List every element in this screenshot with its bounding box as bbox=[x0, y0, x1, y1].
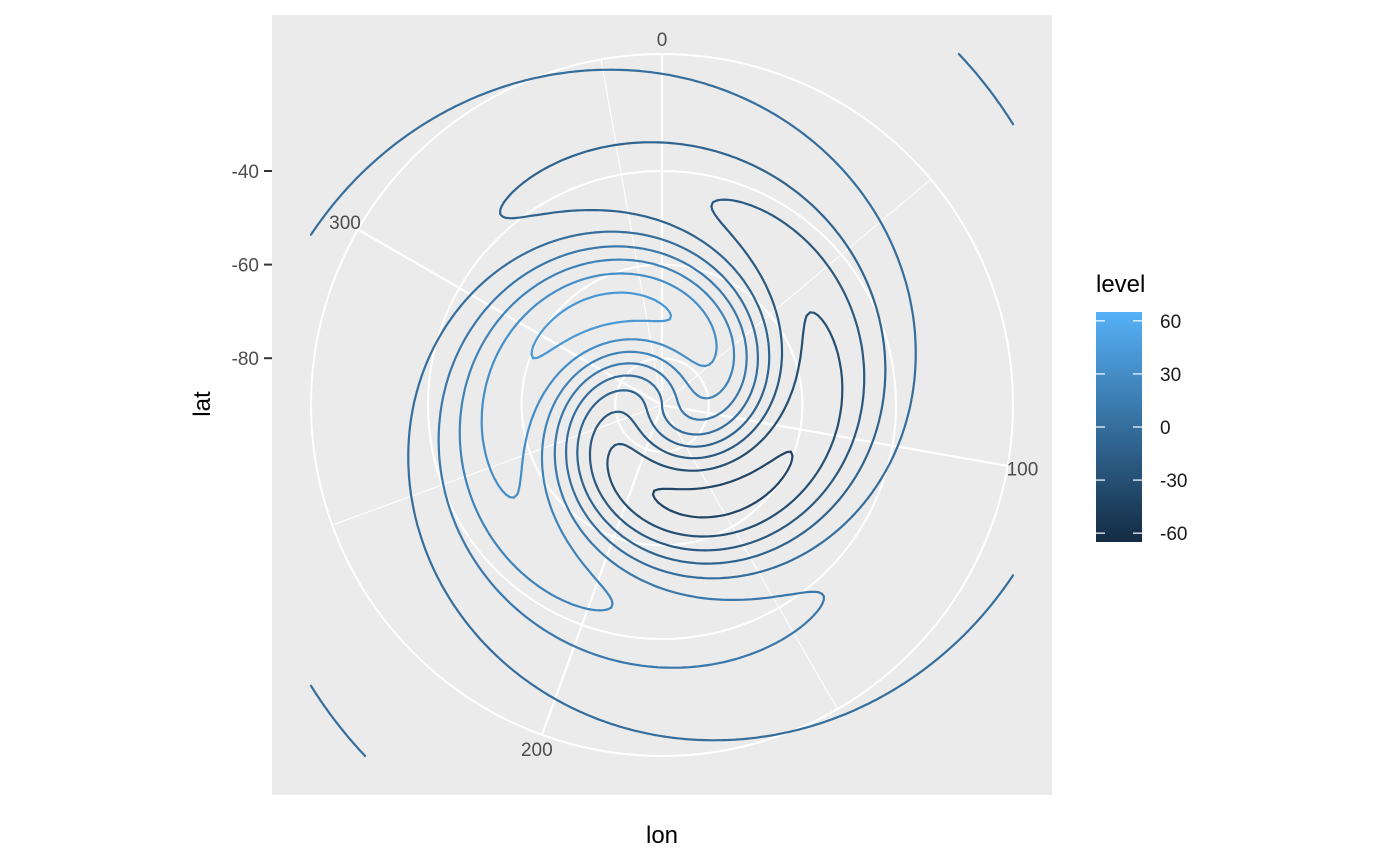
lat-tick-label: -40 bbox=[232, 162, 259, 183]
contour-lines bbox=[309, 52, 1015, 758]
lat-tick-label: -80 bbox=[232, 349, 259, 370]
grid-spoke-minor bbox=[331, 404, 663, 526]
legend-tick-label: 0 bbox=[1160, 418, 1171, 439]
contour-line bbox=[480, 272, 718, 499]
contour-line bbox=[606, 311, 844, 538]
x-axis-title: lon bbox=[646, 822, 678, 849]
grid-spoke-major bbox=[540, 404, 664, 736]
lon-tick-label: 0 bbox=[657, 30, 668, 51]
legend-tick-label: -60 bbox=[1160, 524, 1187, 545]
legend-tick-label: 60 bbox=[1160, 312, 1181, 333]
contour-line bbox=[499, 141, 887, 565]
lat-tick-labels: -40 -60 -80 bbox=[232, 162, 272, 370]
contour-line bbox=[588, 198, 866, 552]
contour-line bbox=[458, 258, 736, 612]
contour-line bbox=[309, 52, 1015, 758]
legend-title: level bbox=[1096, 271, 1145, 298]
lon-tick-label: 300 bbox=[329, 213, 361, 234]
lat-tick-label: -60 bbox=[232, 256, 259, 277]
grid-spoke-major bbox=[357, 228, 663, 406]
legend-tick-label: -30 bbox=[1160, 471, 1187, 492]
polar-grid bbox=[310, 53, 1014, 757]
lon-tick-labels: 0 100 200 300 bbox=[329, 30, 1038, 761]
contour-line bbox=[437, 245, 825, 669]
lon-tick-label: 100 bbox=[1007, 460, 1039, 481]
y-axis-title: lat bbox=[189, 391, 216, 417]
legend-tick-label: 30 bbox=[1160, 365, 1181, 386]
legend-ticks: 60 30 0 -30 -60 bbox=[1096, 312, 1187, 545]
lon-tick-label: 200 bbox=[521, 740, 553, 761]
grid-spoke-minor bbox=[661, 178, 932, 406]
contour-line bbox=[530, 291, 673, 360]
legend: level 60 30 0 -30 -60 bbox=[1096, 271, 1187, 545]
contour-line bbox=[651, 450, 794, 519]
